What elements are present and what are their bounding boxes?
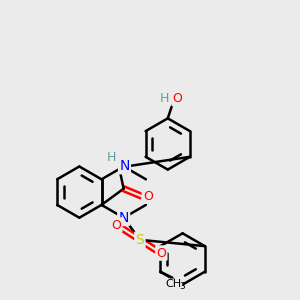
Text: H: H	[106, 151, 116, 164]
Text: CH: CH	[166, 279, 182, 289]
Text: O: O	[111, 219, 121, 232]
Text: O: O	[143, 190, 153, 202]
Text: O: O	[157, 247, 166, 260]
Text: H: H	[160, 92, 170, 105]
Text: O: O	[172, 92, 182, 105]
Text: N: N	[119, 159, 130, 173]
Text: 3: 3	[179, 282, 185, 291]
Text: S: S	[136, 233, 144, 247]
Text: N: N	[118, 211, 129, 225]
